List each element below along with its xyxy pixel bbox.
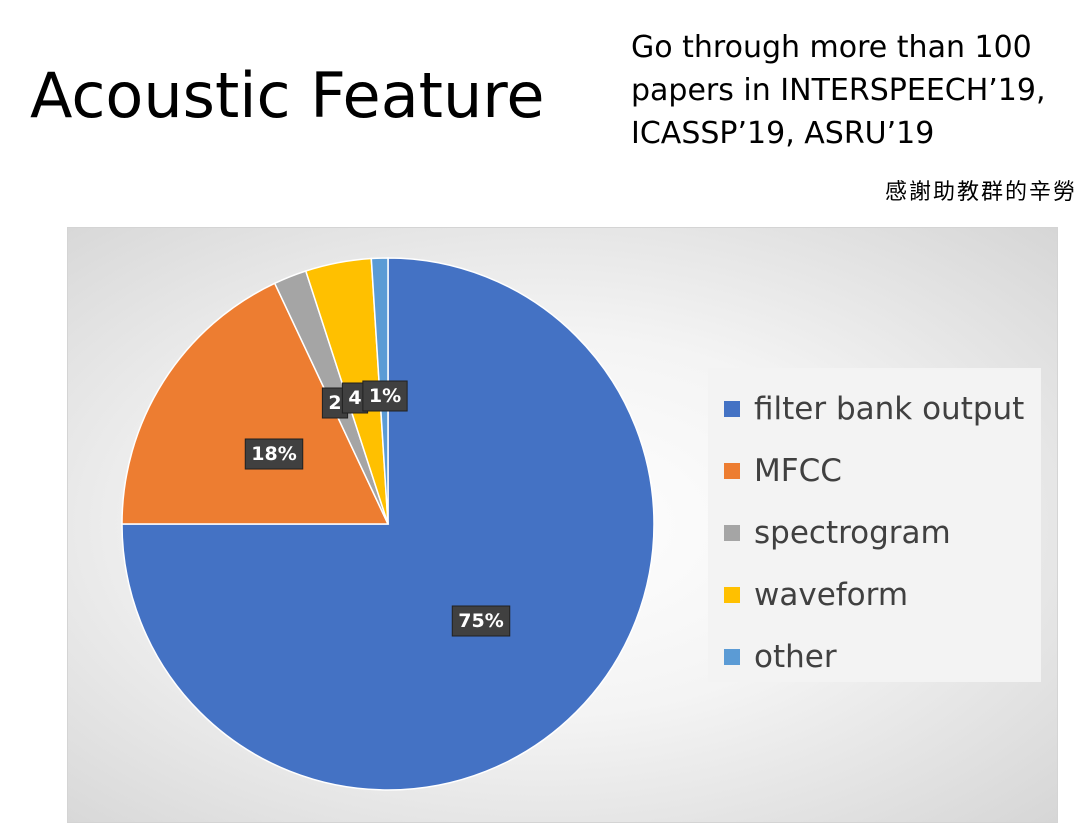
legend-swatch bbox=[724, 401, 740, 417]
svg-text:18%: 18% bbox=[251, 443, 296, 465]
legend-label: spectrogram bbox=[754, 515, 951, 551]
legend-swatch bbox=[724, 525, 740, 541]
pie-chart-svg: 75% 18% 2 4 1% bbox=[121, 257, 655, 791]
subtitle-line: ICASSP’19, ASRU’19 bbox=[631, 116, 935, 151]
legend-item: waveform bbox=[708, 564, 1041, 626]
legend-label: other bbox=[754, 639, 837, 675]
svg-text:4: 4 bbox=[348, 387, 361, 409]
legend-item: spectrogram bbox=[708, 502, 1041, 564]
pie-chart: 75% 18% 2 4 1% filter bank output MFCC spect… bbox=[67, 227, 1058, 823]
svg-text:1%: 1% bbox=[369, 385, 401, 407]
svg-text:2: 2 bbox=[328, 392, 341, 414]
svg-text:75%: 75% bbox=[458, 610, 503, 632]
pie-slice-mfcc bbox=[121, 282, 390, 525]
subtitle-line: Go through more than 100 bbox=[631, 30, 1032, 65]
chart-legend: filter bank output MFCC spectrogram wave… bbox=[708, 368, 1041, 682]
data-label: 1% bbox=[362, 380, 408, 412]
subtitle-line: papers in INTERSPEECH’19, bbox=[631, 73, 1046, 108]
legend-swatch bbox=[724, 587, 740, 603]
acknowledgement: 感謝助教群的辛勞 bbox=[884, 180, 1077, 205]
legend-swatch bbox=[724, 649, 740, 665]
legend-label: filter bank output bbox=[754, 391, 1025, 427]
subtitle: Go through more than 100 papers in INTER… bbox=[631, 26, 1081, 155]
data-label: 18% bbox=[244, 438, 304, 470]
legend-item: MFCC bbox=[708, 440, 1041, 502]
legend-swatch bbox=[724, 463, 740, 479]
legend-item: filter bank output bbox=[708, 378, 1041, 440]
data-label: 75% bbox=[451, 605, 511, 637]
legend-item: other bbox=[708, 626, 1041, 688]
slide-title: Acoustic Feature bbox=[30, 59, 545, 132]
legend-label: MFCC bbox=[754, 453, 842, 489]
legend-label: waveform bbox=[754, 577, 909, 613]
